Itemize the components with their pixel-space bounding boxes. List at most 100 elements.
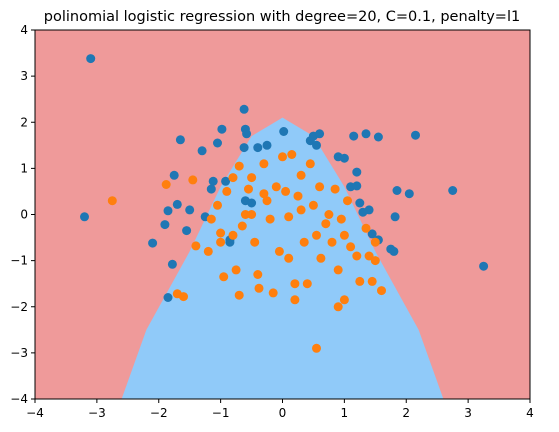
scatter-point-series-1-50 [333,302,343,312]
scatter-point-series-1-67 [247,210,257,219]
scatter-point-series-1-1 [161,180,171,189]
scatter-point-series-1-63 [377,286,386,296]
scatter-point-series-0-29 [315,129,325,139]
scatter-point-series-1-46 [324,210,334,219]
scatter-point-series-0-13 [208,176,218,186]
scatter-point-series-0-8 [185,205,195,215]
scatter-point-series-0-49 [448,186,458,195]
scatter-point-series-1-15 [234,290,244,300]
scatter-point-series-0-32 [339,153,349,163]
scatter-point-series-1-60 [367,276,377,286]
scatter-point-series-1-58 [361,223,371,233]
scatter-point-series-1-55 [339,295,349,305]
scatter-point-series-1-7 [206,214,216,224]
scatter-point-series-1-0 [107,196,117,206]
scatter-point-series-1-56 [352,251,362,261]
scatter-point-series-1-2 [188,175,198,185]
scatter-point-series-1-39 [302,279,312,289]
scatter-point-series-1-21 [253,270,263,279]
scatter-point-series-0-51 [163,293,173,302]
scatter-point-series-1-8 [213,200,222,210]
scatter-point-series-0-23 [262,140,272,150]
scatter-point-series-0-38 [373,132,383,142]
class-1-region [121,117,444,399]
scatter-point-series-1-52 [339,230,349,240]
scatter-point-series-1-57 [355,276,365,286]
y-tick-label: 4 [20,23,28,37]
scatter-point-series-1-34 [290,279,300,289]
scatter-point-series-1-49 [333,265,343,275]
scatter-point-series-1-12 [222,186,232,196]
scatter-point-series-1-35 [290,295,300,305]
scatter-point-series-1-40 [305,159,315,169]
scatter-point-series-0-26 [279,127,289,136]
scatter-point-series-1-10 [216,237,226,247]
scatter-point-series-1-47 [327,237,337,247]
scatter-point-series-1-24 [262,196,272,206]
scatter-point-series-1-30 [281,186,291,196]
scatter-point-series-0-6 [175,135,185,145]
scatter-point-series-0-1 [80,212,89,222]
scatter-point-series-1-38 [299,237,309,247]
scatter-point-series-0-47 [404,189,414,199]
scatter-point-series-1-9 [216,228,226,238]
scatter-point-series-0-44 [389,246,399,256]
scatter-point-series-1-13 [228,230,238,240]
scatter-point-series-1-14 [231,265,241,275]
scatter-point-series-1-42 [312,230,321,240]
chart-title: polinomial logistic regression with degr… [44,9,520,25]
scatter-point-series-0-7 [172,199,182,209]
y-tick-label: 2 [20,115,28,129]
scatter-point-series-1-27 [271,182,281,192]
y-tick-label: −4 [10,392,28,406]
scatter-point-series-1-54 [346,242,356,252]
scatter-point-series-0-20 [242,129,252,139]
scatter-point-series-0-15 [217,124,227,134]
scatter-point-series-0-48 [411,130,420,140]
scatter-point-series-1-20 [250,237,260,247]
scatter-point-series-1-43 [315,182,325,192]
scatter-point-series-0-50 [479,261,489,271]
x-tick-label: −2 [150,406,168,420]
scatter-point-series-0-14 [213,138,222,148]
y-tick-label: 3 [20,69,28,83]
scatter-point-series-1-64 [312,343,321,353]
x-tick-label: 2 [402,406,410,420]
x-tick-label: 0 [279,406,287,420]
scatter-point-series-1-65 [228,173,238,183]
scatter-point-series-1-25 [265,214,275,224]
y-axis: −4 −3 −2 −1 0 1 2 3 4 [10,23,35,406]
scatter-point-series-0-10 [197,146,207,156]
scatter-point-series-0-54 [358,207,368,217]
scatter-point-series-1-59 [364,251,374,261]
y-tick-label: −1 [10,254,28,268]
scatter-point-series-0-25 [247,198,257,208]
scatter-point-series-1-32 [284,253,294,263]
scatter-point-series-0-37 [361,129,371,139]
scatter-point-series-1-28 [274,246,284,256]
y-tick-label: −2 [10,300,28,314]
scatter-point-series-1-17 [240,210,250,219]
scatter-point-series-1-53 [343,196,352,206]
scatter-point-series-1-45 [321,219,331,229]
x-tick-label: −3 [88,406,106,420]
scatter-point-series-1-41 [308,200,318,210]
scatter-point-series-1-5 [179,292,188,302]
scatter-point-series-0-21 [239,143,249,153]
scatter-point-series-1-62 [370,256,380,266]
scatter-point-series-0-12 [206,184,216,194]
scatter-point-series-1-31 [284,212,294,222]
scatter-point-series-1-29 [278,152,287,162]
y-tick-label: 1 [20,161,28,175]
scatter-point-series-0-16 [221,176,231,186]
scatter-point-series-0-0 [86,54,96,64]
scatter-point-series-1-6 [203,246,213,256]
scatter-point-series-0-53 [225,237,235,247]
scatter-point-series-0-33 [349,131,359,141]
x-tick-label: −1 [212,406,230,420]
x-axis: −4 −3 −2 −1 0 1 2 3 4 [26,399,534,420]
scatter-point-series-1-66 [234,161,244,171]
scatter-point-series-1-61 [370,237,380,247]
scatter-point-series-1-26 [268,288,278,298]
